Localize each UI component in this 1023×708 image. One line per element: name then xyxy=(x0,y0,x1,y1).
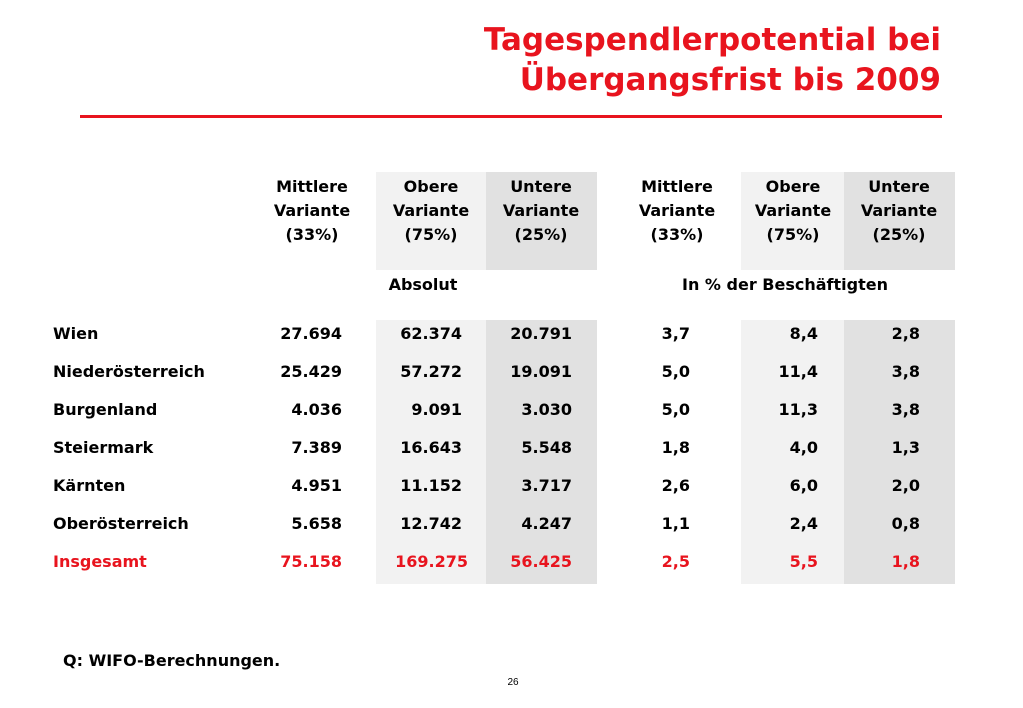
header-line: Obere xyxy=(403,177,459,196)
cell-wien-untere-absolut: 20.791 xyxy=(510,324,572,343)
cell-niederoesterreich-obere-prozent: 11,4 xyxy=(778,362,818,381)
header-mittlere-absolut: Mittlere Variante (33%) xyxy=(256,175,368,247)
column-shade-obere-prozent xyxy=(741,172,844,270)
row-label-niederoesterreich: Niederösterreich xyxy=(53,362,205,381)
body-shade-untere-absolut xyxy=(486,320,597,584)
cell-steiermark-obere-prozent: 4,0 xyxy=(789,438,818,457)
cell-niederoesterreich-obere-absolut: 57.272 xyxy=(400,362,462,381)
cell-steiermark-untere-absolut: 5.548 xyxy=(521,438,572,457)
cell-wien-mittlere-absolut: 27.694 xyxy=(280,324,342,343)
title-line-2: Übergangsfrist bis 2009 xyxy=(519,62,941,98)
cell-oberoesterreich-mittlere-absolut: 5.658 xyxy=(291,514,342,533)
cell-kaernten-obere-absolut: 11.152 xyxy=(400,476,462,495)
cell-insgesamt-obere-prozent: 5,5 xyxy=(789,552,818,571)
cell-kaernten-mittlere-prozent: 2,6 xyxy=(661,476,690,495)
column-shade-obere-absolut xyxy=(376,172,486,270)
header-line: Variante xyxy=(638,201,716,220)
cell-steiermark-mittlere-prozent: 1,8 xyxy=(661,438,690,457)
cell-wien-obere-absolut: 62.374 xyxy=(400,324,462,343)
header-line: Untere xyxy=(510,177,572,196)
header-line: Variante xyxy=(860,201,938,220)
cell-oberoesterreich-untere-prozent: 0,8 xyxy=(891,514,920,533)
cell-wien-untere-prozent: 2,8 xyxy=(891,324,920,343)
body-shade-obere-absolut xyxy=(376,320,486,584)
header-line: Variante xyxy=(502,201,580,220)
cell-oberoesterreich-obere-absolut: 12.742 xyxy=(400,514,462,533)
header-line: Mittlere xyxy=(641,177,713,196)
cell-burgenland-untere-prozent: 3,8 xyxy=(891,400,920,419)
cell-steiermark-untere-prozent: 1,3 xyxy=(891,438,920,457)
column-shade-untere-absolut xyxy=(486,172,597,270)
cell-insgesamt-obere-absolut: 169.275 xyxy=(395,552,468,571)
body-shade-untere-prozent xyxy=(844,320,955,584)
cell-wien-mittlere-prozent: 3,7 xyxy=(661,324,690,343)
source-note: Q: WIFO-Berechnungen. xyxy=(63,651,281,670)
header-line: Obere xyxy=(765,177,821,196)
cell-kaernten-obere-prozent: 6,0 xyxy=(789,476,818,495)
header-line: (75%) xyxy=(404,225,458,244)
row-label-kaernten: Kärnten xyxy=(53,476,126,495)
header-line: (25%) xyxy=(872,225,926,244)
header-line: (75%) xyxy=(766,225,820,244)
group-label-prozent: In % der Beschäftigten xyxy=(682,275,888,294)
header-line: (25%) xyxy=(514,225,568,244)
cell-insgesamt-untere-absolut: 56.425 xyxy=(510,552,572,571)
cell-burgenland-mittlere-absolut: 4.036 xyxy=(291,400,342,419)
header-untere-prozent: Untere Variante (25%) xyxy=(843,175,955,247)
cell-insgesamt-mittlere-absolut: 75.158 xyxy=(280,552,342,571)
cell-steiermark-mittlere-absolut: 7.389 xyxy=(291,438,342,457)
row-label-insgesamt: Insgesamt xyxy=(53,552,147,571)
cell-burgenland-obere-prozent: 11,3 xyxy=(778,400,818,419)
cell-burgenland-mittlere-prozent: 5,0 xyxy=(661,400,690,419)
header-line: (33%) xyxy=(285,225,339,244)
group-label-absolut: Absolut xyxy=(388,275,458,294)
header-obere-prozent: Obere Variante (75%) xyxy=(737,175,849,247)
body-shade-obere-prozent xyxy=(741,320,844,584)
page-number: 26 xyxy=(507,677,519,688)
row-label-steiermark: Steiermark xyxy=(53,438,154,457)
cell-oberoesterreich-obere-prozent: 2,4 xyxy=(789,514,818,533)
cell-niederoesterreich-mittlere-prozent: 5,0 xyxy=(661,362,690,381)
cell-burgenland-obere-absolut: 9.091 xyxy=(411,400,462,419)
cell-insgesamt-mittlere-prozent: 2,5 xyxy=(661,552,690,571)
header-line: Variante xyxy=(392,201,470,220)
cell-oberoesterreich-untere-absolut: 4.247 xyxy=(521,514,572,533)
row-label-oberoesterreich: Oberösterreich xyxy=(53,514,189,533)
row-label-wien: Wien xyxy=(53,324,99,343)
cell-kaernten-untere-absolut: 3.717 xyxy=(521,476,572,495)
cell-burgenland-untere-absolut: 3.030 xyxy=(521,400,572,419)
cell-kaernten-mittlere-absolut: 4.951 xyxy=(291,476,342,495)
header-obere-absolut: Obere Variante (75%) xyxy=(375,175,487,247)
cell-oberoesterreich-mittlere-prozent: 1,1 xyxy=(661,514,690,533)
title-underline xyxy=(80,115,942,118)
cell-niederoesterreich-mittlere-absolut: 25.429 xyxy=(280,362,342,381)
slide-title: Tagespendlerpotential bei Übergangsfrist… xyxy=(241,20,941,100)
title-line-1: Tagespendlerpotential bei xyxy=(483,22,941,58)
header-mittlere-prozent: Mittlere Variante (33%) xyxy=(621,175,733,247)
cell-niederoesterreich-untere-absolut: 19.091 xyxy=(510,362,572,381)
cell-insgesamt-untere-prozent: 1,8 xyxy=(891,552,920,571)
header-untere-absolut: Untere Variante (25%) xyxy=(485,175,597,247)
cell-kaernten-untere-prozent: 2,0 xyxy=(891,476,920,495)
cell-wien-obere-prozent: 8,4 xyxy=(789,324,818,343)
row-label-burgenland: Burgenland xyxy=(53,400,158,419)
cell-steiermark-obere-absolut: 16.643 xyxy=(400,438,462,457)
column-shade-untere-prozent xyxy=(844,172,955,270)
cell-niederoesterreich-untere-prozent: 3,8 xyxy=(891,362,920,381)
header-line: Untere xyxy=(868,177,930,196)
header-line: (33%) xyxy=(650,225,704,244)
header-line: Variante xyxy=(754,201,832,220)
header-line: Mittlere xyxy=(276,177,348,196)
header-line: Variante xyxy=(273,201,351,220)
